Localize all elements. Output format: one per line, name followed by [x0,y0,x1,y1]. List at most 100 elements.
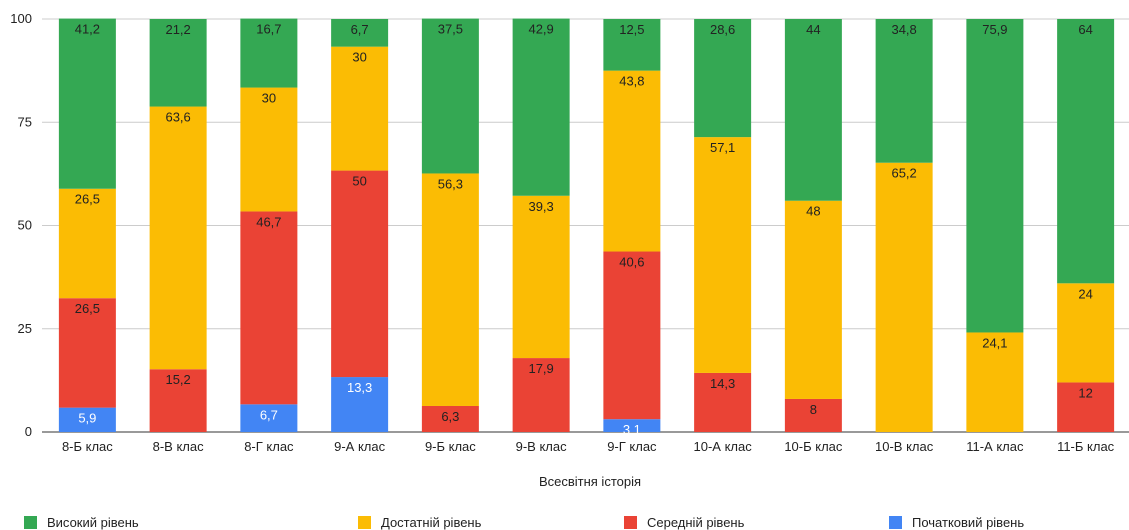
bar-segment[interactable] [694,372,752,432]
bar-segment[interactable] [784,200,842,399]
bar-segment[interactable] [603,19,661,71]
data-label: 30 [262,91,276,106]
bar-segment[interactable] [603,70,661,252]
x-axis: 8-Б клас 8-В клас 8-Г клас 9-А клас 9-Б клас… [62,439,1115,454]
data-label: 24,1 [982,335,1007,350]
data-label: 12 [1078,385,1092,400]
x-tick-label: 8-В клас [153,439,204,454]
data-label: 26,5 [75,192,100,207]
bar-segment[interactable] [1057,382,1115,432]
bar-segment[interactable] [875,162,933,432]
bar-segment[interactable] [240,18,298,88]
data-label: 56,3 [438,176,463,191]
data-label: 39,3 [528,199,553,214]
legend-swatch-initial [889,515,902,529]
data-label: 6,7 [351,22,369,37]
data-label: 16,7 [256,22,281,37]
bar-segment[interactable] [58,407,116,432]
legend-label-medium: Середній рівень [647,514,745,530]
bar-segment[interactable] [603,419,661,432]
data-label: 14,3 [710,376,735,391]
bar-segment[interactable] [331,377,389,432]
data-label: 8 [810,402,817,417]
data-label: 64 [1078,22,1092,37]
stacked-bar-chart: 0 25 50 75 100 5,9 26,5 26,5 41,2 0 15,2 63,6 21,2 6… [10,11,1129,489]
legend-label-initial: Початковий рівень [912,514,1025,530]
bar-segment[interactable] [58,18,116,189]
x-tick-label: 10-А клас [694,439,753,454]
data-label: 30 [352,50,366,65]
bar-segment[interactable] [512,18,570,196]
legend-item-high[interactable]: Високий рівень [24,514,139,530]
y-tick-label: 0 [25,424,32,439]
bar-segment[interactable] [240,404,298,432]
bar-segment[interactable] [421,173,479,406]
data-label: 15,2 [165,372,190,387]
data-label: 24 [1078,286,1092,301]
bar-segment[interactable] [1057,283,1115,383]
data-label: 37,5 [438,22,463,37]
bar-segment[interactable] [421,405,479,432]
legend-item-medium[interactable]: Середній рівень [624,514,744,530]
data-label: 3,1 [623,422,641,437]
data-label: 28,6 [710,22,735,37]
grid-lines [42,18,1129,433]
legend-item-sufficient[interactable]: Достатній рівень [358,514,481,530]
data-label: 50 [352,174,366,189]
data-label: 21,2 [165,22,190,37]
bar-segment[interactable] [603,251,661,420]
data-label: 44 [806,22,820,37]
x-tick-label: 11-А клас [966,439,1024,454]
x-tick-label: 9-Б клас [425,439,476,454]
legend: Високий рівень Достатній рівень Середній… [0,508,1129,530]
bar-segment[interactable] [240,87,298,212]
x-tick-label: 10-В клас [875,439,934,454]
data-label: 63,6 [165,110,190,125]
bar-segment[interactable] [240,211,298,405]
bar-segment[interactable] [694,137,752,373]
bar-segment[interactable] [58,298,116,408]
bar-segment[interactable] [512,358,570,432]
y-tick-label: 25 [18,321,32,336]
bar-segment[interactable] [875,19,933,163]
y-axis: 0 25 50 75 100 [10,11,32,439]
bar-segment[interactable] [512,195,570,359]
bar-segment[interactable] [331,170,389,378]
x-axis-title: Всесвітня історія [539,474,641,489]
bar-segment[interactable] [1057,19,1115,284]
bar-segment[interactable] [58,188,116,299]
data-label: 17,9 [528,361,553,376]
bar-segment[interactable] [331,46,389,171]
bars: 5,926,526,541,2015,263,621,26,746,73016,… [58,18,1115,437]
data-label: 57,1 [710,140,735,155]
x-tick-label: 8-Г клас [244,439,294,454]
data-label: 48 [806,204,820,219]
x-tick-label: 10-Б клас [784,439,843,454]
data-label: 43,8 [619,74,644,89]
legend-swatch-medium [624,515,637,529]
data-label: 34,8 [891,22,916,37]
bar-segment[interactable] [784,398,842,432]
bar-segment[interactable] [149,106,207,370]
data-label: 12,5 [619,22,644,37]
bar-segment[interactable] [149,369,207,432]
x-tick-label: 9-В клас [516,439,567,454]
bar-segment[interactable] [784,19,842,201]
legend-item-initial[interactable]: Початковий рівень [889,514,1024,530]
data-label: 5,9 [78,411,96,426]
x-tick-label: 9-Г клас [607,439,657,454]
data-label: 26,5 [75,301,100,316]
x-tick-label: 11-Б клас [1057,439,1115,454]
x-tick-label: 9-А клас [334,439,385,454]
data-label: 65,2 [891,166,916,181]
data-label: 13,3 [347,380,372,395]
bar-segment[interactable] [694,19,752,138]
bar-segment[interactable] [966,19,1024,333]
data-label: 6,7 [260,407,278,422]
data-label: 40,6 [619,255,644,270]
bar-segment[interactable] [331,19,389,47]
bar-segment[interactable] [149,19,207,107]
bar-segment[interactable] [966,332,1024,432]
data-label: 46,7 [256,214,281,229]
bar-segment[interactable] [421,18,479,174]
